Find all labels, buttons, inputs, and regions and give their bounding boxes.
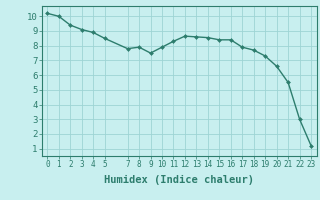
X-axis label: Humidex (Indice chaleur): Humidex (Indice chaleur) [104,175,254,185]
